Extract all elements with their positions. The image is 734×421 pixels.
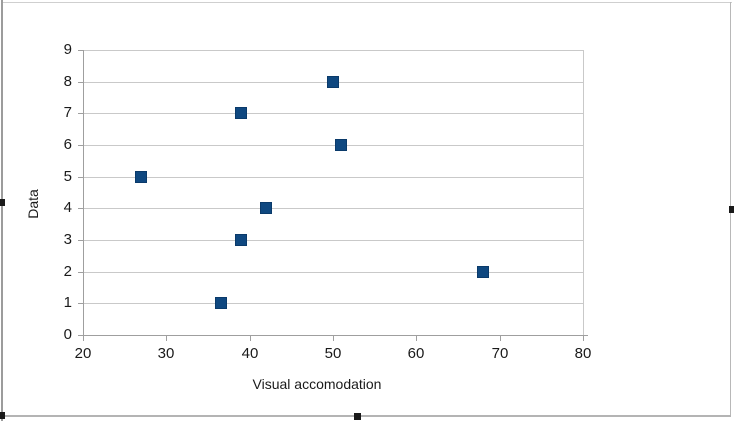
y-gridline	[83, 272, 583, 273]
plot-right-border	[583, 50, 584, 335]
y-tick-mark	[78, 335, 83, 336]
y-tick-mark	[78, 113, 83, 114]
y-tick-mark	[78, 240, 83, 241]
chart-frame-border-left	[1, 0, 3, 421]
y-tick-mark	[78, 145, 83, 146]
selection-handle-right[interactable]	[729, 206, 734, 213]
x-tick-label: 40	[241, 345, 259, 362]
scatter-point[interactable]	[235, 107, 247, 119]
y-gridline	[83, 240, 583, 241]
scatter-point[interactable]	[215, 297, 227, 309]
x-tick-mark	[583, 335, 584, 341]
y-tick-label: 0	[63, 326, 72, 343]
selection-handle-left[interactable]	[0, 199, 5, 206]
y-tick-mark	[78, 272, 83, 273]
y-tick-label: 7	[63, 104, 72, 121]
y-tick-mark	[78, 208, 83, 209]
scatter-point[interactable]	[135, 171, 147, 183]
x-tick-label: 30	[157, 345, 175, 362]
y-gridline	[83, 50, 583, 51]
scatter-point[interactable]	[327, 76, 339, 88]
x-tick-mark	[500, 335, 501, 341]
y-tick-mark	[78, 50, 83, 51]
x-tick-mark	[416, 335, 417, 341]
x-tick-mark	[250, 335, 251, 341]
x-tick-mark	[83, 335, 84, 341]
x-tick-label: 50	[324, 345, 342, 362]
y-tick-label: 8	[63, 73, 72, 90]
x-tick-label: 60	[407, 345, 425, 362]
y-tick-label: 9	[63, 41, 72, 58]
scatter-point[interactable]	[477, 266, 489, 278]
scatter-point[interactable]	[235, 234, 247, 246]
x-tick-label: 20	[74, 345, 92, 362]
y-gridline	[83, 177, 583, 178]
scatter-point[interactable]	[260, 202, 272, 214]
scatter-point[interactable]	[335, 139, 347, 151]
y-axis-line	[83, 50, 84, 336]
y-gridline	[83, 303, 583, 304]
chart-frame-border-bottom	[1, 415, 731, 417]
x-tick-mark	[333, 335, 334, 341]
y-tick-label: 1	[63, 294, 72, 311]
x-tick-mark	[166, 335, 167, 341]
y-tick-label: 2	[63, 263, 72, 280]
y-tick-label: 5	[63, 168, 72, 185]
y-gridline	[83, 145, 583, 146]
y-tick-label: 6	[63, 136, 72, 153]
x-tick-label: 80	[574, 345, 592, 362]
chart-frame-border-top	[2, 2, 732, 3]
y-tick-label: 3	[63, 231, 72, 248]
y-gridline	[83, 113, 583, 114]
y-gridline	[83, 208, 583, 209]
y-tick-mark	[78, 177, 83, 178]
selection-handle-bottom-left[interactable]	[0, 412, 5, 419]
y-tick-mark	[78, 82, 83, 83]
x-axis-title: Visual accomodation	[252, 376, 382, 392]
y-axis-title: Data	[25, 189, 41, 219]
x-tick-label: 70	[491, 345, 509, 362]
selection-handle-bottom[interactable]	[354, 413, 361, 420]
y-tick-label: 4	[63, 199, 72, 216]
y-tick-mark	[78, 303, 83, 304]
